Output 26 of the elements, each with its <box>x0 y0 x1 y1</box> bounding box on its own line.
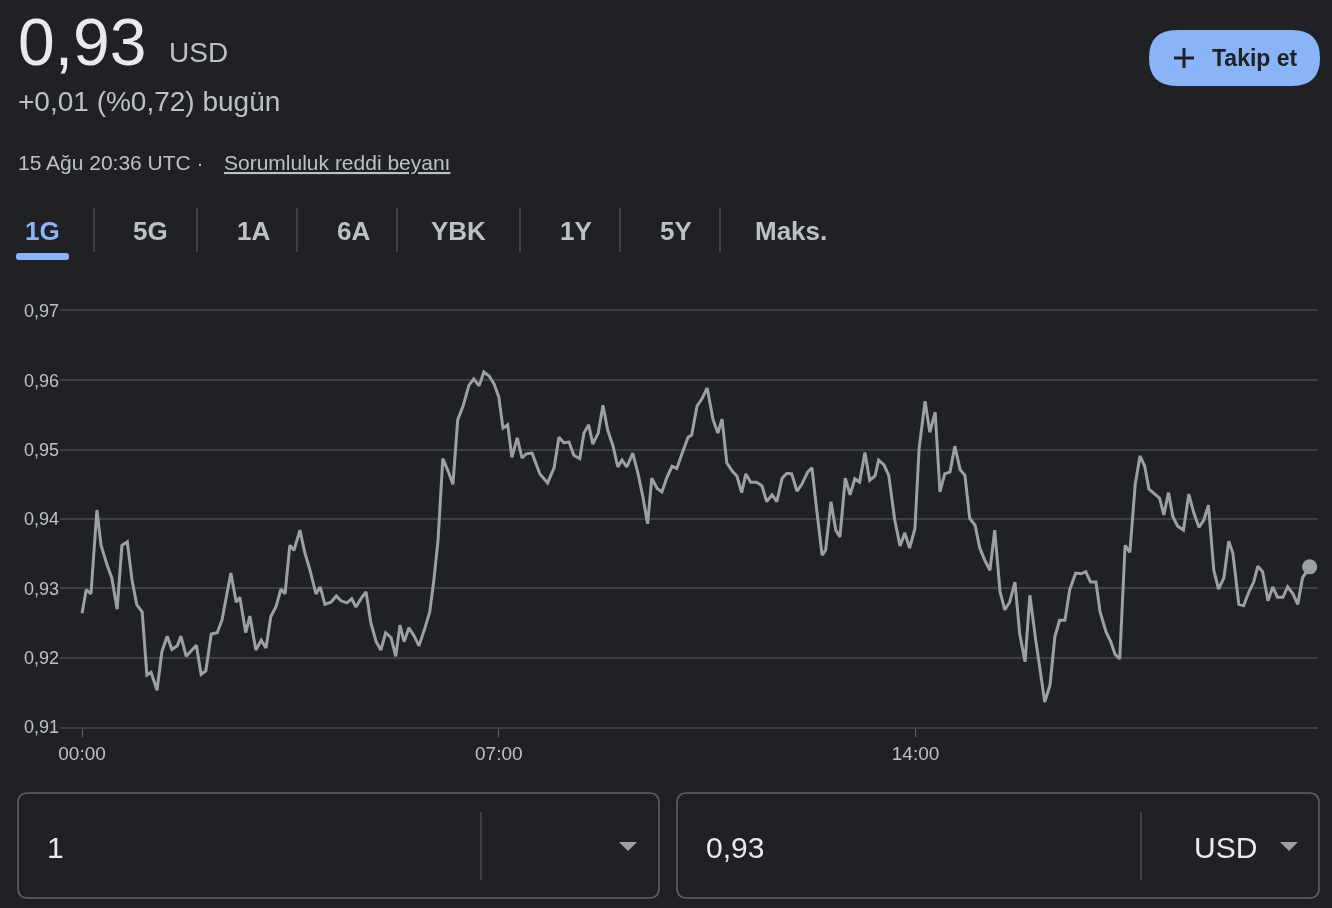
x-tick-label: 14:00 <box>891 742 940 764</box>
text: Maks. <box>755 216 828 246</box>
text: +0,01 (%0,72) bugün <box>18 86 281 117</box>
text: 1 <box>47 831 64 864</box>
text: 0,93 <box>706 831 765 864</box>
text: 1Y <box>560 216 592 246</box>
y-tick-label: 0,96 <box>23 370 59 391</box>
text: 1A <box>237 216 271 246</box>
text: USD <box>1194 831 1258 864</box>
text: YBK <box>431 216 487 246</box>
x-tick-label: 00:00 <box>58 742 106 764</box>
text: Sorumluluk reddi beyanı <box>224 151 451 174</box>
y-tick-label: 0,91 <box>23 717 59 738</box>
text: Takip et <box>1212 45 1298 71</box>
text: 1G <box>25 216 60 246</box>
x-tick-label: 07:00 <box>475 742 523 764</box>
text: 6A <box>337 216 371 246</box>
y-tick-label: 0,93 <box>23 578 59 599</box>
text: USD <box>169 37 229 68</box>
text: 5Y <box>660 216 692 246</box>
y-tick-label: 0,94 <box>23 509 59 530</box>
text: 15 Ağu 20:36 UTC · <box>18 151 204 174</box>
y-tick-label: 0,95 <box>23 439 59 460</box>
y-tick-label: 0,92 <box>23 647 59 668</box>
text: 5G <box>133 216 168 246</box>
y-tick-label: 0,97 <box>23 301 59 322</box>
